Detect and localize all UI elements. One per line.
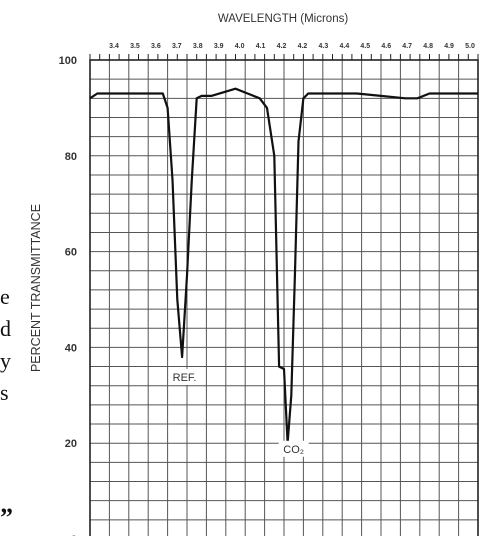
x-tick-label: 4.2 — [298, 43, 308, 50]
annotation-label: CO₂ — [283, 444, 304, 456]
grid — [89, 59, 479, 536]
annotations: REF. CO₂ — [169, 368, 309, 457]
y-tick-label: 0 — [71, 534, 77, 536]
x-tick-label: 3.8 — [193, 43, 203, 50]
x-tick-label: 3.9 — [214, 43, 224, 50]
x-tick-label: 4.0 — [235, 43, 245, 50]
axes — [89, 54, 479, 536]
x-tick-label: 3.5 — [130, 43, 140, 50]
annotation-bg — [278, 440, 309, 457]
x-tick-label: 3.4 — [109, 43, 119, 50]
y-tick-label: 20 — [65, 438, 77, 450]
x-tick-label: 4.3 — [319, 43, 329, 50]
y-axis-label: PERCENT TRANSMITTANCE — [29, 204, 43, 372]
x-tick-label: 5.0 — [465, 43, 475, 50]
x-tick-label: 4.4 — [339, 43, 349, 50]
x-tick-label: 4.7 — [402, 43, 412, 50]
x-tick-label: 3.6 — [151, 43, 161, 50]
margin-text-fragment: e — [0, 284, 10, 309]
x-tick-label: 4.6 — [381, 43, 391, 50]
x-tick-label: 4.2 — [277, 43, 287, 50]
margin-text-fragment: s — [0, 380, 9, 405]
margin-text-fragment: ” — [0, 503, 13, 532]
margin-text-fragment: y — [0, 348, 11, 373]
x-tick-labels: 3.4 3.5 3.6 3.7 3.8 3.9 4.0 4.1 4.2 4.2 4.3 4.4 4.5 4… — [109, 43, 475, 50]
y-tick-label: 60 — [65, 247, 77, 259]
x-tick-label: 4.5 — [360, 43, 370, 50]
y-tick-label: 100 — [59, 55, 77, 67]
annotation-bg — [169, 368, 200, 385]
x-tick-label: 3.7 — [172, 43, 182, 50]
y-tick-label: 40 — [65, 342, 77, 354]
chart-labels: WAVELENGTH (Microns) PERCENT TRANSMITTAN… — [29, 13, 348, 372]
transmittance-curve — [89, 87, 478, 445]
x-tick-label: 4.9 — [444, 43, 454, 50]
y-tick-labels: 0 20 40 60 80 100 — [59, 55, 77, 536]
margin-text-fragment: d — [0, 316, 11, 341]
y-tick-label: 80 — [65, 151, 77, 163]
chart-title: WAVELENGTH (Microns) — [218, 13, 349, 25]
x-tick-label: 4.1 — [256, 43, 266, 50]
annotation-label: REF. — [173, 372, 197, 384]
x-tick-label: 4.8 — [423, 43, 433, 50]
